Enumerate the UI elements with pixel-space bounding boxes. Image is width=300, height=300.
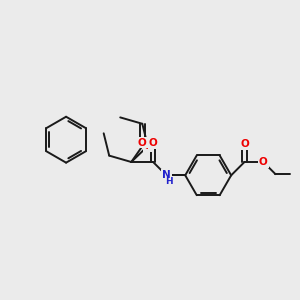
Text: H: H: [166, 177, 173, 186]
Text: O: O: [143, 141, 152, 151]
Text: O: O: [138, 138, 147, 148]
Text: N: N: [162, 170, 171, 180]
Text: O: O: [149, 138, 158, 148]
Text: O: O: [240, 139, 249, 149]
Text: O: O: [259, 157, 268, 167]
